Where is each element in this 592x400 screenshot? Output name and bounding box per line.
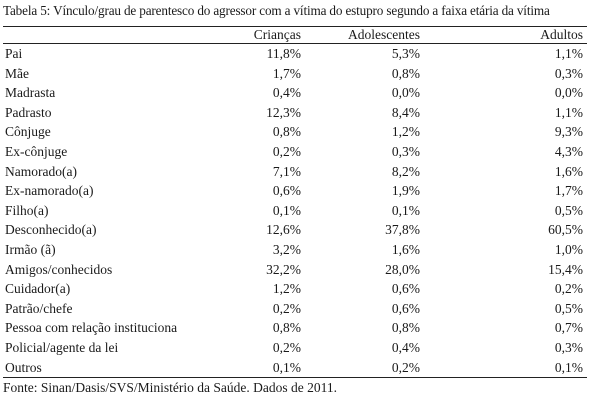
cell-criancas: 1,7% bbox=[272, 65, 301, 81]
cell-adolescentes: 8,2% bbox=[391, 163, 420, 179]
cell-criancas: 0,2% bbox=[272, 143, 301, 159]
cell-criancas: 0,1% bbox=[272, 359, 301, 375]
row-label: Padrasto bbox=[5, 104, 52, 120]
cell-adultos: 0,3% bbox=[554, 339, 583, 355]
table-row: Irmão (ã) 3,2% 1,6% 1,0% bbox=[3, 240, 587, 260]
table-row: Filho(a) 0,1% 0,1% 0,5% bbox=[3, 201, 587, 221]
cell-adolescentes: 28,0% bbox=[385, 261, 420, 277]
row-label: Outros bbox=[5, 359, 42, 375]
row-label: Cuidador(a) bbox=[5, 281, 71, 297]
cell-criancas: 32,2% bbox=[266, 261, 301, 277]
cell-adultos: 60,5% bbox=[548, 222, 583, 238]
cell-adolescentes: 37,8% bbox=[385, 222, 420, 238]
cell-criancas: 3,2% bbox=[272, 241, 301, 257]
row-label: Policial/agente da lei bbox=[5, 339, 119, 355]
cell-adolescentes: 0,8% bbox=[391, 65, 420, 81]
table-row: Ex-namorado(a) 0,6% 1,9% 1,7% bbox=[3, 181, 587, 201]
table-row: Pessoa com relação instituciona 0,8% 0,8% 0… bbox=[3, 318, 587, 338]
cell-adolescentes: 0,3% bbox=[391, 143, 420, 159]
cell-criancas: 0,1% bbox=[272, 202, 301, 218]
row-label: Pai bbox=[5, 46, 23, 61]
cell-adultos: 4,3% bbox=[554, 143, 583, 159]
table-row: Amigos/conhecidos 32,2% 28,0% 15,4% bbox=[3, 260, 587, 280]
cell-criancas: 0,2% bbox=[272, 300, 301, 316]
table-row: Cônjuge 0,8% 1,2% 9,3% bbox=[3, 122, 587, 142]
row-label: Filho(a) bbox=[5, 202, 49, 218]
cell-adolescentes: 0,1% bbox=[391, 202, 420, 218]
cell-criancas: 0,4% bbox=[272, 85, 301, 101]
cell-criancas: 0,6% bbox=[272, 183, 301, 199]
table-row: Cuidador(a) 1,2% 0,6% 0,2% bbox=[3, 279, 587, 299]
cell-adolescentes: 5,3% bbox=[391, 46, 420, 61]
cell-criancas: 11,8% bbox=[266, 46, 301, 61]
cell-adultos: 1,6% bbox=[554, 163, 583, 179]
column-header-criancas: Crianças bbox=[218, 27, 305, 44]
cell-adultos: 15,4% bbox=[548, 261, 583, 277]
table-row: Mãe 1,7% 0,8% 0,3% bbox=[3, 64, 587, 84]
cell-adultos: 9,3% bbox=[554, 124, 583, 140]
table-row: Padrasto 12,3% 8,4% 1,1% bbox=[3, 103, 587, 123]
column-header-adolescentes: Adolescentes bbox=[305, 27, 424, 44]
row-label: Cônjuge bbox=[5, 124, 51, 140]
cell-criancas: 12,6% bbox=[266, 222, 301, 238]
cell-adultos: 0,3% bbox=[554, 65, 583, 81]
row-label: Pessoa com relação instituciona bbox=[5, 320, 178, 336]
table-row: Namorado(a) 7,1% 8,2% 1,6% bbox=[3, 162, 587, 182]
column-header-adultos: Adultos bbox=[424, 27, 587, 44]
cell-adultos: 1,1% bbox=[554, 104, 583, 120]
cell-criancas: 0,8% bbox=[272, 320, 301, 336]
cell-adolescentes: 0,6% bbox=[391, 300, 420, 316]
data-table: Crianças Adolescentes Adultos Pai 11,8% 5,… bbox=[3, 27, 587, 377]
cell-adolescentes: 1,2% bbox=[391, 124, 420, 140]
row-label: Amigos/conhecidos bbox=[5, 261, 113, 277]
cell-adultos: 1,1% bbox=[554, 46, 583, 61]
cell-adultos: 0,2% bbox=[554, 281, 583, 297]
row-label: Ex-namorado(a) bbox=[5, 183, 94, 199]
table-row: Pai 11,8% 5,3% 1,1% bbox=[3, 44, 587, 64]
table-row: Policial/agente da lei 0,2% 0,4% 0,3% bbox=[3, 338, 587, 358]
cell-adultos: 1,7% bbox=[554, 183, 583, 199]
table-caption: Tabela 5: Vínculo/grau de parentesco do … bbox=[3, 3, 550, 18]
cell-adultos: 0,5% bbox=[554, 300, 583, 316]
table-row: Patrão/chefe 0,2% 0,6% 0,5% bbox=[3, 299, 587, 319]
cell-adolescentes: 1,9% bbox=[391, 183, 420, 199]
table-row: Outros 0,1% 0,2% 0,1% bbox=[3, 358, 587, 378]
column-header-label bbox=[3, 27, 218, 44]
table-header-row: Crianças Adolescentes Adultos bbox=[3, 27, 587, 44]
cell-adultos: 0,7% bbox=[554, 320, 583, 336]
row-label: Madrasta bbox=[5, 85, 56, 101]
cell-adolescentes: 0,4% bbox=[391, 339, 420, 355]
cell-adultos: 0,1% bbox=[554, 359, 583, 375]
cell-adolescentes: 1,6% bbox=[391, 241, 420, 257]
cell-adultos: 0,5% bbox=[554, 202, 583, 218]
cell-adolescentes: 0,2% bbox=[391, 359, 420, 375]
cell-criancas: 0,8% bbox=[272, 124, 301, 140]
source-footnote: Fonte: Sinan/Dasis/SVS/Ministério da Saú… bbox=[3, 380, 337, 395]
cell-adolescentes: 0,0% bbox=[391, 85, 420, 101]
cell-criancas: 7,1% bbox=[272, 163, 301, 179]
table-row: Madrasta 0,4% 0,0% 0,0% bbox=[3, 83, 587, 103]
cell-criancas: 12,3% bbox=[266, 104, 301, 120]
data-table-container: Crianças Adolescentes Adultos Pai 11,8% 5,… bbox=[3, 26, 587, 379]
cell-criancas: 0,2% bbox=[272, 339, 301, 355]
row-label: Patrão/chefe bbox=[5, 300, 73, 316]
cell-criancas: 1,2% bbox=[272, 281, 301, 297]
table-row: Ex-cônjuge 0,2% 0,3% 4,3% bbox=[3, 142, 587, 162]
row-label: Namorado(a) bbox=[5, 163, 77, 179]
table-row: Desconhecido(a) 12,6% 37,8% 60,5% bbox=[3, 220, 587, 240]
cell-adultos: 1,0% bbox=[554, 241, 583, 257]
cell-adultos: 0,0% bbox=[554, 85, 583, 101]
row-label: Ex-cônjuge bbox=[5, 143, 68, 159]
row-label: Mãe bbox=[5, 65, 29, 81]
cell-adolescentes: 0,6% bbox=[391, 281, 420, 297]
cell-adolescentes: 0,8% bbox=[391, 320, 420, 336]
row-label: Desconhecido(a) bbox=[5, 222, 97, 238]
cell-adolescentes: 8,4% bbox=[391, 104, 420, 120]
row-label: Irmão (ã) bbox=[5, 241, 56, 257]
table-body: Pai 11,8% 5,3% 1,1% Mãe 1,7% 0,8% 0,3% Madrasta 0… bbox=[3, 44, 587, 378]
